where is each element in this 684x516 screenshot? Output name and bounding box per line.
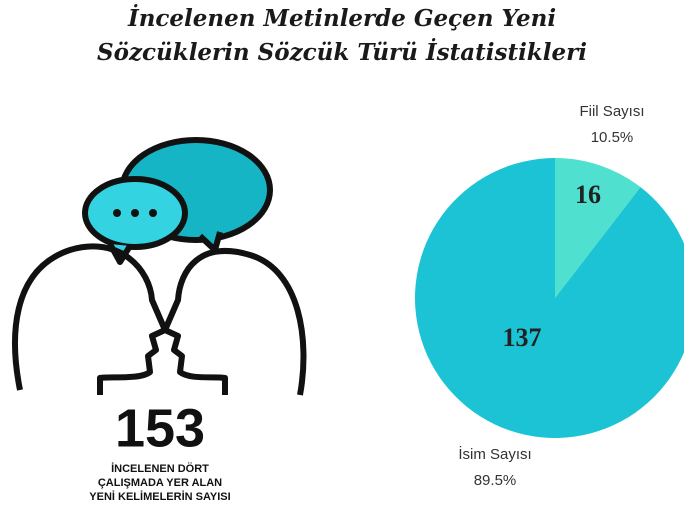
talking-heads-icon <box>15 140 303 395</box>
total-value: 153 <box>115 398 205 458</box>
slice-value: 16 <box>575 180 601 209</box>
total-caption: İNCELENEN DÖRT <box>111 462 209 475</box>
slice-value: 137 <box>503 323 542 352</box>
pie-slice <box>415 158 684 438</box>
title-line: Sözcüklerin Sözcük Türü İstatistikleri <box>97 38 587 66</box>
total-caption: YENİ KELİMELERİN SAYISI <box>89 490 230 503</box>
slice-percent: 10.5% <box>591 129 634 146</box>
slice-name: Fiil Sayısı <box>579 103 644 120</box>
slice-name: İsim Sayısı <box>458 445 531 463</box>
slice-percent: 89.5% <box>474 472 517 489</box>
ellipsis-dots <box>113 209 157 217</box>
total-caption: ÇALIŞMADA YER ALAN <box>98 477 222 489</box>
infographic: İncelenen Metinlerde Geçen Yeni Sözcükle… <box>0 0 684 516</box>
title-line: İncelenen Metinlerde Geçen Yeni <box>127 4 556 32</box>
